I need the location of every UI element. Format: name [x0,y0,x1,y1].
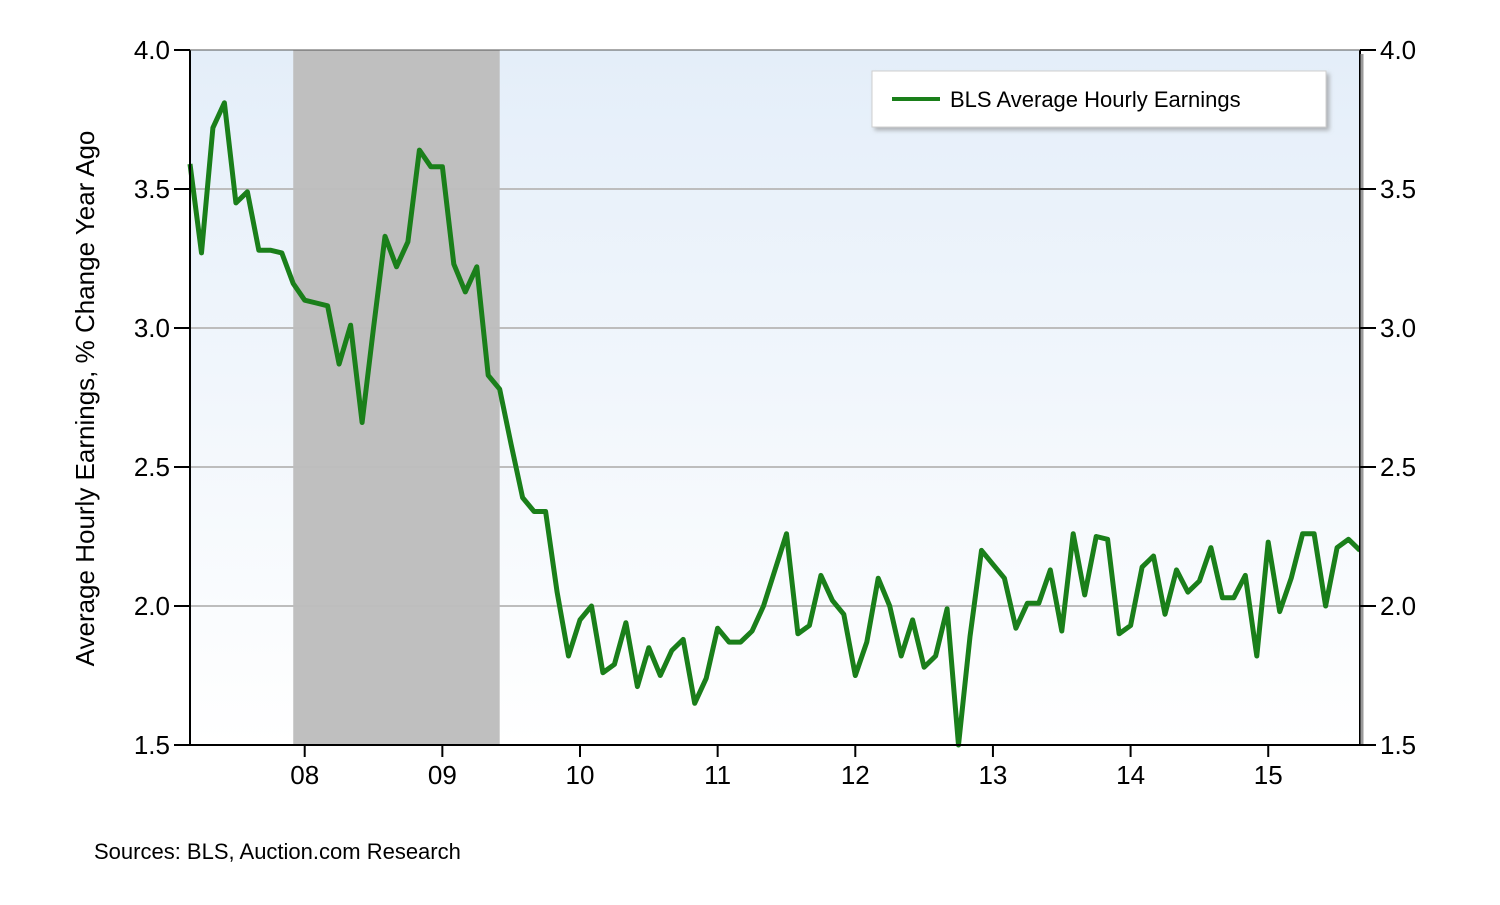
y-tick-label-right: 1.5 [1380,730,1416,760]
source-note: Sources: BLS, Auction.com Research [94,839,461,864]
y-tick-label-left: 3.0 [134,313,170,343]
x-tick-label: 13 [978,760,1007,790]
y-tick-label-right: 4.0 [1380,35,1416,65]
y-tick-label-left: 4.0 [134,35,170,65]
y-tick-label-left: 3.5 [134,174,170,204]
recession-shading [293,50,500,745]
y-tick-label-left: 1.5 [134,730,170,760]
x-tick-label: 11 [704,760,731,790]
y-tick-label-right: 3.5 [1380,174,1416,204]
x-tick-label: 15 [1254,760,1283,790]
x-tick-label: 14 [1116,760,1145,790]
y-tick-label-left: 2.5 [134,452,170,482]
y-tick-label-left: 2.0 [134,591,170,621]
y-tick-label-right: 3.0 [1380,313,1416,343]
y-axis-title: Average Hourly Earnings, % Change Year A… [70,131,100,667]
legend-label: BLS Average Hourly Earnings [950,87,1241,112]
x-tick-label: 09 [428,760,457,790]
series-line [187,100,1362,748]
y-tick-label-right: 2.0 [1380,591,1416,621]
x-tick-label: 12 [841,760,870,790]
y-tick-label-right: 2.5 [1380,452,1416,482]
legend-box [871,70,1327,128]
x-tick-label: 08 [290,760,319,790]
x-tick-label: 10 [566,760,595,790]
